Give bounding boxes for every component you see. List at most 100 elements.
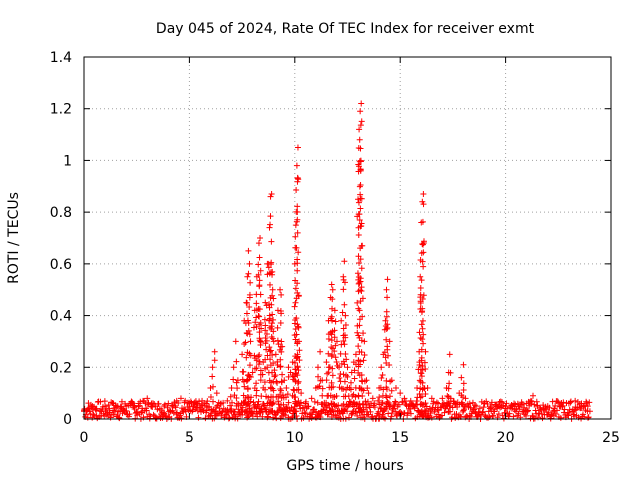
- data-point: [227, 393, 234, 400]
- data-point: [126, 411, 133, 418]
- data-point: [392, 384, 399, 391]
- data-point: [331, 401, 338, 408]
- data-point: [284, 404, 290, 411]
- data-point: [199, 397, 206, 404]
- data-point: [495, 411, 502, 418]
- data-point: [329, 365, 336, 372]
- data-point: [246, 373, 253, 380]
- data-point: [356, 279, 363, 286]
- data-point: [195, 414, 202, 421]
- data-point: [389, 406, 396, 413]
- data-point: [245, 270, 252, 277]
- data-point: [356, 216, 363, 223]
- data-point: [359, 393, 366, 400]
- data-point: [268, 191, 275, 198]
- data-point: [420, 340, 427, 347]
- data-point: [255, 353, 262, 360]
- data-point: [447, 395, 454, 402]
- data-point: [358, 265, 365, 272]
- data-point: [256, 329, 263, 336]
- data-point: [266, 344, 273, 351]
- data-point: [246, 405, 253, 412]
- data-point: [421, 385, 428, 392]
- data-point: [159, 414, 166, 421]
- data-point: [273, 378, 280, 385]
- data-point: [314, 399, 321, 406]
- data-point: [277, 320, 284, 327]
- x-tick-label: 0: [80, 430, 89, 446]
- data-point: [557, 403, 564, 410]
- data-point: [244, 377, 251, 384]
- data-point: [212, 407, 219, 414]
- data-point: [292, 299, 299, 306]
- data-point: [296, 357, 303, 364]
- data-point: [246, 291, 253, 298]
- data-point: [233, 358, 240, 365]
- data-point: [333, 358, 340, 365]
- data-point: [293, 408, 300, 415]
- data-point: [356, 400, 363, 407]
- data-point: [331, 348, 338, 355]
- data-point: [384, 276, 391, 283]
- data-point: [256, 306, 263, 313]
- data-point: [262, 322, 269, 329]
- data-point: [503, 400, 510, 407]
- data-point: [395, 401, 402, 408]
- data-point: [359, 313, 366, 320]
- data-point: [357, 108, 364, 115]
- data-point: [351, 367, 358, 374]
- data-point: [332, 342, 339, 349]
- data-point: [335, 402, 342, 409]
- data-point: [401, 395, 408, 402]
- data-point: [453, 410, 460, 417]
- data-point: [257, 408, 264, 415]
- data-point: [355, 343, 362, 350]
- data-point: [232, 338, 239, 345]
- y-tick-label: 0.4: [50, 309, 72, 325]
- data-point: [490, 412, 497, 419]
- data-point: [97, 408, 104, 415]
- data-point: [294, 216, 301, 223]
- data-point: [278, 338, 285, 345]
- data-point: [172, 404, 179, 411]
- data-point: [297, 399, 304, 406]
- data-point: [539, 415, 546, 422]
- data-point: [379, 400, 386, 407]
- data-point: [355, 199, 362, 206]
- data-point: [543, 406, 550, 413]
- data-point: [383, 386, 390, 393]
- data-point: [235, 406, 242, 413]
- data-point: [561, 406, 568, 413]
- data-point: [392, 408, 399, 415]
- data-point: [290, 373, 297, 380]
- data-point: [360, 357, 367, 364]
- data-point: [523, 412, 530, 419]
- data-point: [383, 313, 390, 320]
- data-point: [292, 233, 299, 240]
- data-point: [244, 386, 251, 393]
- data-point: [328, 379, 335, 386]
- data-point: [266, 224, 273, 231]
- data-point: [414, 384, 421, 391]
- data-point: [110, 400, 117, 407]
- x-tick-label: 10: [286, 430, 304, 446]
- data-point: [419, 317, 426, 324]
- data-point: [527, 397, 534, 404]
- data-point: [358, 349, 365, 356]
- data-point: [269, 292, 276, 299]
- data-point: [344, 364, 351, 371]
- data-point: [330, 383, 337, 390]
- data-point: [481, 400, 488, 407]
- data-point: [97, 398, 104, 405]
- data-point: [302, 400, 309, 407]
- data-point: [255, 240, 262, 247]
- data-point: [344, 373, 351, 380]
- data-point: [369, 395, 376, 402]
- data-point: [247, 338, 254, 345]
- data-point: [357, 358, 364, 365]
- data-point: [407, 397, 414, 404]
- data-point: [256, 277, 263, 284]
- data-point: [263, 331, 270, 338]
- data-point: [392, 398, 399, 405]
- data-point: [444, 393, 451, 400]
